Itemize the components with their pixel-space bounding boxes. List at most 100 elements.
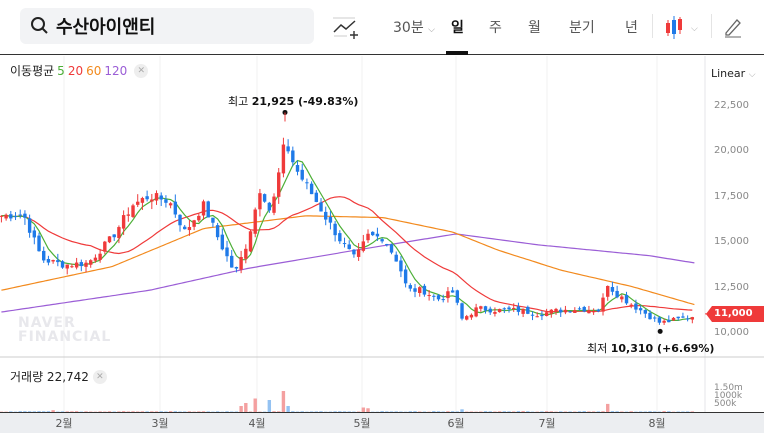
- close-ma-icon[interactable]: ✕: [134, 63, 149, 78]
- candle-body: [681, 316, 685, 318]
- scale-select[interactable]: Linear ⌵: [711, 67, 756, 80]
- candle-body: [93, 257, 98, 261]
- volume-bar: [516, 411, 521, 412]
- candle-body: [544, 312, 549, 316]
- candle-body: [469, 314, 474, 318]
- candle-body: [131, 205, 135, 217]
- candle-body: [56, 260, 60, 263]
- y-tick: 12,500: [714, 282, 749, 293]
- high-annotation: 최고 21,925 (-49.83%): [228, 95, 359, 108]
- candle-body: [596, 309, 601, 312]
- candle-body: [117, 227, 121, 239]
- candle-body: [60, 261, 65, 268]
- volume-bar: [502, 411, 507, 412]
- candle-body: [450, 290, 455, 293]
- period-30min[interactable]: 30분 ⌵: [393, 20, 435, 36]
- volume-bar: [197, 411, 201, 412]
- volume-bar: [653, 411, 657, 412]
- volume-bar: [615, 411, 619, 412]
- candle-body: [624, 294, 629, 304]
- candle-body: [178, 214, 182, 226]
- candle-body: [37, 235, 41, 252]
- candle-body: [225, 247, 229, 257]
- candle-body: [272, 196, 276, 213]
- y-tick: 20,000: [714, 145, 749, 156]
- candle-body: [530, 314, 535, 316]
- period-quarter[interactable]: 분기: [569, 20, 595, 36]
- candle-body: [192, 220, 196, 227]
- candle-body: [168, 203, 173, 206]
- volume-bar: [366, 408, 370, 412]
- volume-bar: [568, 411, 572, 412]
- volume-bar: [136, 411, 140, 412]
- candle-body: [465, 316, 469, 320]
- candle-body: [103, 241, 107, 252]
- volume-bar: [178, 411, 182, 412]
- candle-body: [65, 264, 69, 269]
- period-day[interactable]: 일: [451, 20, 464, 36]
- candle-body: [601, 297, 605, 312]
- ma5-line: [1, 159, 693, 322]
- volume-tick: 500k: [714, 399, 737, 409]
- ma5-label: 5: [57, 63, 65, 78]
- candle-body: [422, 285, 427, 295]
- pencil-icon[interactable]: [723, 16, 743, 38]
- close-volume-icon[interactable]: ✕: [92, 369, 107, 384]
- candle-body: [136, 201, 140, 205]
- candle-body: [573, 310, 577, 313]
- period-year[interactable]: 년: [625, 20, 638, 36]
- candle-body: [230, 255, 234, 268]
- candle-body: [690, 317, 695, 320]
- add-indicator-icon[interactable]: [333, 16, 359, 40]
- x-tick: 5월: [353, 417, 371, 430]
- stock-search[interactable]: 수산아이앤티: [20, 8, 314, 44]
- candle-body: [662, 320, 666, 323]
- candle-body: [375, 233, 380, 237]
- candlestick-icon[interactable]: ⌵: [664, 14, 702, 40]
- candle-body: [413, 288, 417, 292]
- volume-legend: 거래량 22,742 ✕: [10, 368, 107, 385]
- candle-body: [140, 198, 145, 203]
- volume-bar: [591, 411, 596, 412]
- candle-body: [446, 291, 450, 299]
- candle-body: [324, 211, 328, 220]
- volume-bar: [272, 411, 276, 412]
- candle-body: [516, 306, 521, 312]
- volume-bar: [154, 411, 159, 412]
- candle-body: [27, 218, 32, 233]
- period-month[interactable]: 월: [528, 20, 541, 36]
- candle-body: [42, 250, 46, 261]
- candle-body: [408, 285, 413, 289]
- candle-body: [629, 304, 633, 306]
- candle-body: [371, 231, 375, 236]
- volume-bar: [460, 409, 464, 412]
- volume-bar: [168, 411, 173, 412]
- candle-body: [540, 314, 544, 317]
- volume-bar: [512, 411, 516, 412]
- x-tick: 6월: [447, 417, 465, 430]
- candle-body: [380, 239, 384, 242]
- y-tick: 10,000: [714, 327, 749, 338]
- volume-bar: [239, 406, 243, 412]
- volume-bar: [140, 411, 145, 412]
- volume-bar: [455, 411, 460, 412]
- candle-body: [615, 290, 619, 298]
- volume-bar: [42, 411, 46, 412]
- candle-body: [591, 311, 596, 313]
- price-chart[interactable]: [0, 56, 764, 412]
- candle-body: [648, 312, 652, 320]
- candle-body: [403, 269, 408, 284]
- candle-body: [436, 295, 441, 300]
- x-tick: 4월: [248, 417, 266, 430]
- volume-bar: [159, 411, 163, 412]
- volume-bar: [685, 411, 690, 412]
- volume-bar: [244, 403, 248, 412]
- volume-bar: [319, 411, 323, 412]
- candle-body: [606, 285, 610, 297]
- volume-bar: [347, 411, 351, 412]
- period-week[interactable]: 주: [489, 20, 502, 36]
- y-tick: 22,500: [714, 100, 749, 111]
- y-tick: 15,000: [714, 236, 749, 247]
- volume-bar: [277, 411, 281, 412]
- candle-body: [277, 172, 281, 197]
